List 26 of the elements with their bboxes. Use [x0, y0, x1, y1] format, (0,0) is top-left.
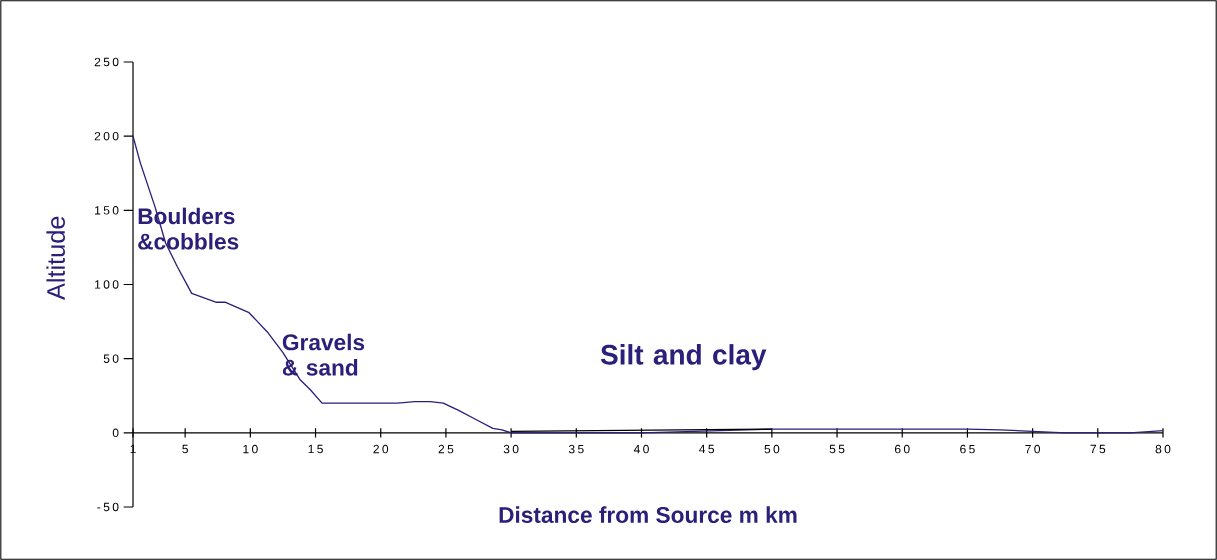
x-tick-label: 1 0 — [243, 444, 258, 454]
annotation: Silt and clay — [600, 344, 767, 371]
x-tick-label: 3 5 — [568, 444, 584, 454]
x-tick-label: 2 0 — [373, 444, 389, 454]
x-tick-label: 5 5 — [829, 444, 845, 454]
x-tick-label: 6 0 — [894, 444, 910, 454]
x-tick-label: 1 5 — [308, 444, 323, 454]
x-tick-label: 6 5 — [960, 444, 975, 454]
y-tick-label: 1 5 0 — [95, 206, 119, 215]
y-axis-title: Altitude — [46, 216, 65, 300]
x-tick-label: 5 — [182, 444, 188, 454]
y-tick-label: - 5 0 — [97, 502, 119, 512]
y-tick-label: 2 5 0 — [94, 57, 119, 67]
x-tick-label: 3 0 — [503, 444, 519, 454]
x-tick-label: 4 0 — [633, 444, 649, 454]
x-tick-label: 7 0 — [1025, 444, 1041, 454]
x-tick-label: 2 5 — [438, 444, 454, 454]
x-tick-label: 4 5 — [699, 444, 715, 454]
x-tick-label: 7 5 — [1090, 444, 1106, 454]
y-tick-label: 2 0 0 — [94, 131, 119, 141]
x-axis-title: Distance from Source m km — [499, 506, 797, 524]
y-tick-label: 5 0 — [103, 354, 119, 363]
x-tick-label: 5 0 — [764, 444, 780, 454]
y-tick-label: 0 — [112, 428, 119, 438]
x-tick-label: 8 0 — [1155, 444, 1171, 454]
y-tick-label: 1 0 0 — [95, 280, 119, 289]
